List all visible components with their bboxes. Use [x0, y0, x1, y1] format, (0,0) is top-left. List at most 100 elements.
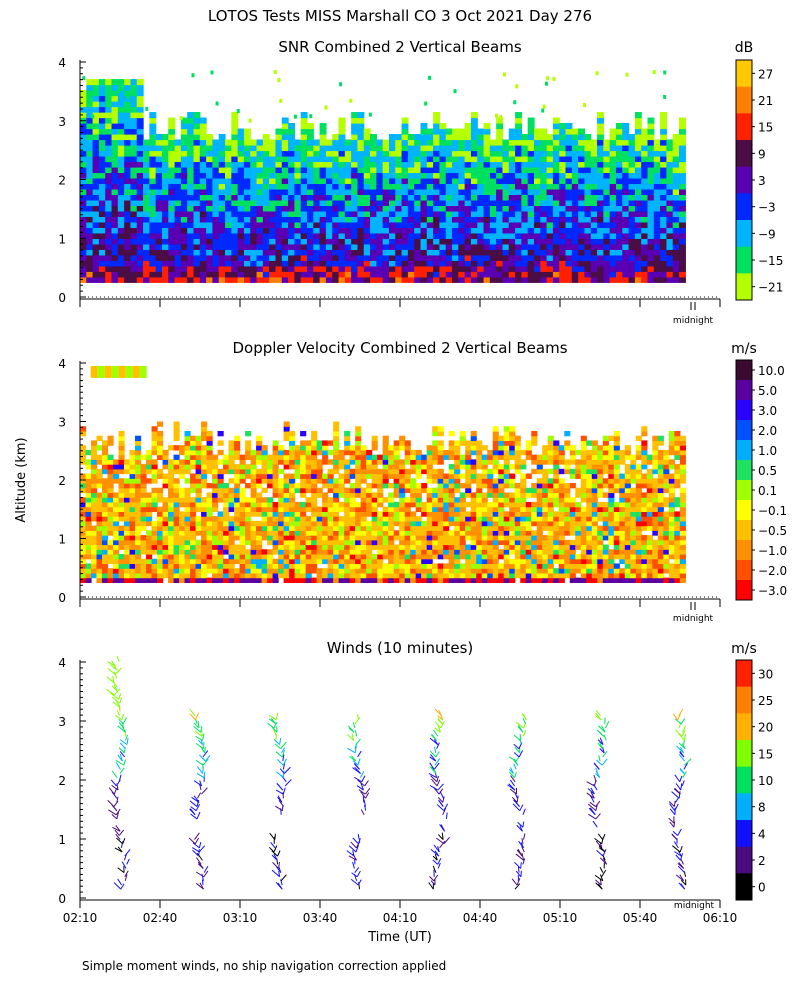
snr-cell	[262, 194, 270, 201]
doppler-cell	[459, 430, 466, 437]
snr-cell	[395, 243, 403, 250]
doppler-cell	[102, 501, 109, 508]
snr-cell	[445, 172, 453, 179]
snr-cell	[344, 232, 352, 239]
snr-cell	[218, 166, 226, 174]
doppler-cell	[454, 445, 461, 451]
snr-cell	[433, 133, 441, 141]
snr-cell	[559, 161, 567, 168]
snr-cell	[578, 172, 586, 179]
snr-cell	[225, 139, 232, 146]
snr-cell	[527, 194, 535, 201]
snr-cell	[439, 188, 447, 196]
doppler-cell	[305, 535, 312, 541]
doppler-cell	[217, 549, 224, 555]
doppler-cell	[96, 478, 103, 484]
snr-cell	[130, 210, 138, 217]
snr-cell	[540, 161, 548, 168]
snr-cell	[243, 210, 251, 217]
snr-cell	[300, 150, 308, 157]
doppler-cell	[179, 520, 186, 527]
snr-cell	[470, 117, 478, 124]
snr-cell	[187, 188, 195, 196]
snr-cell	[325, 249, 333, 256]
snr-cell	[143, 249, 150, 256]
snr-cell	[534, 276, 541, 283]
doppler-cell	[393, 563, 400, 569]
doppler-cell	[399, 535, 406, 541]
doppler-cell	[272, 506, 279, 513]
snr-cell	[168, 249, 176, 256]
snr-speck	[453, 89, 457, 94]
snr-cell	[552, 238, 560, 245]
snr-cell	[401, 123, 409, 130]
doppler-cell	[465, 473, 472, 479]
snr-cell	[395, 238, 403, 245]
snr-cell	[470, 221, 478, 228]
snr-cell	[571, 254, 579, 261]
snr-cell	[672, 177, 680, 185]
snr-cell	[609, 183, 617, 190]
snr-cell	[590, 166, 598, 174]
snr-cell	[433, 271, 441, 278]
doppler-cell	[432, 553, 439, 560]
doppler-cell	[124, 487, 131, 494]
doppler-cell	[448, 501, 455, 508]
snr-cell	[578, 238, 586, 245]
snr-cell	[161, 188, 169, 196]
doppler-cell	[135, 530, 142, 536]
snr-cell	[180, 265, 188, 272]
snr-cell	[641, 199, 649, 207]
doppler-cell	[487, 468, 494, 475]
doppler-cell	[432, 468, 439, 475]
snr-cell	[212, 216, 220, 223]
doppler-cell	[432, 501, 439, 508]
snr-cell	[168, 210, 176, 217]
doppler-cell	[140, 483, 147, 489]
doppler-cell	[366, 492, 373, 498]
doppler-cell	[195, 530, 202, 536]
doppler-cell	[96, 525, 103, 531]
doppler-cell	[481, 483, 488, 489]
doppler-cell	[91, 497, 98, 503]
snr-cell	[243, 155, 251, 163]
doppler-cell	[465, 577, 472, 583]
doppler-cell	[91, 449, 98, 456]
snr-cell	[250, 177, 258, 185]
doppler-cell	[289, 539, 296, 546]
doppler-cell	[239, 511, 246, 517]
snr-cell	[489, 243, 497, 250]
doppler-cell	[448, 430, 455, 437]
snr-cell	[634, 144, 642, 152]
snr-cell	[357, 177, 365, 185]
doppler-cell	[399, 568, 406, 574]
snr-cell	[199, 249, 207, 256]
snr-cell	[281, 221, 289, 228]
snr-cell	[237, 155, 245, 163]
snr-cell	[218, 276, 226, 283]
doppler-cell	[239, 572, 246, 579]
snr-cell	[313, 194, 321, 201]
snr-cell	[540, 188, 548, 196]
snr-cell	[420, 260, 428, 267]
doppler-cell	[437, 483, 444, 489]
doppler-cell	[261, 501, 268, 508]
snr-cell	[660, 232, 668, 239]
snr-cell	[508, 210, 516, 217]
doppler-cell	[245, 454, 252, 460]
doppler-cell	[228, 506, 235, 513]
snr-cell	[262, 155, 270, 163]
snr-cell	[130, 112, 138, 119]
snr-cell	[225, 155, 232, 163]
snr-cell	[641, 194, 649, 201]
snr-cell	[534, 188, 541, 196]
snr-cell	[149, 199, 157, 207]
doppler-cell	[157, 568, 164, 574]
snr-cell	[464, 265, 472, 272]
doppler-cell	[85, 449, 92, 456]
snr-cell	[187, 117, 195, 124]
snr-cell	[534, 144, 541, 152]
doppler-cell	[173, 549, 180, 555]
snr-cell	[628, 150, 636, 157]
snr-cell	[218, 172, 226, 179]
